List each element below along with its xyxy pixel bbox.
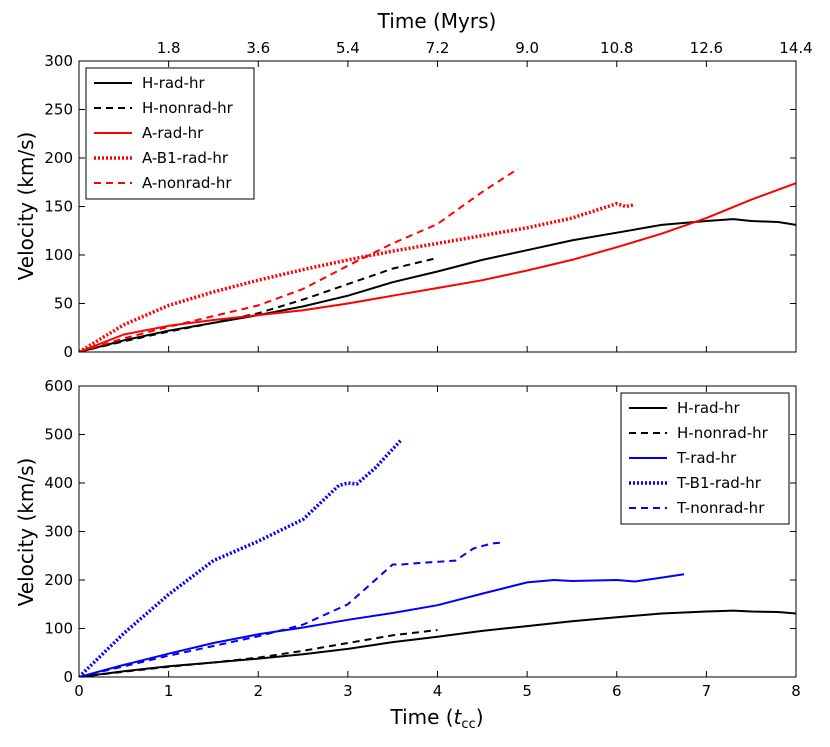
x-tick-label: 2 [253,682,263,700]
y-tick-label: 500 [44,426,73,444]
bottom-panel: 0 100 200 300 400 500 600 0 1 2 3 4 5 6 7 8 H-rad-hr H-no… [44,377,800,700]
legend-label-a-b1-rad-hr: A-B1-rad-hr [142,149,229,167]
x-tick-label: 0 [74,682,84,700]
y-tick-label: 250 [44,101,73,119]
series-line-a-rad-hr [79,182,796,352]
xlabel-close: ) [476,705,484,729]
legend-label-h-rad-hr: H-rad-hr [677,399,740,417]
series-line-a-nonrad-hr [79,167,519,352]
top-tick-label: 10.8 [600,39,633,57]
series-line-h-rad-hr [79,609,796,677]
bottom-ylabel: Velocity (km/s) [14,458,38,607]
top-tick-label: 3.6 [246,39,270,57]
xlabel-math: t [454,705,463,729]
x-tick-label: 5 [522,682,532,700]
legend-label-t-rad-hr: T-rad-hr [676,449,737,467]
y-tick-label: 200 [44,149,73,167]
y-tick-label: 400 [44,474,73,492]
bottom-xlabel: Time (tcc) [389,705,483,732]
x-tick-label: 4 [433,682,443,700]
xlabel-text: Time ( [389,705,453,729]
y-tick-label: 0 [63,668,73,686]
top-tick-label: 5.4 [336,39,360,57]
top-tick-label: 9.0 [515,39,539,57]
legend-label-h-nonrad-hr: H-nonrad-hr [677,424,769,442]
top-panel: 0 50 100 150 200 250 300 1.8 3.6 5.4 7.2 9.0 10.8 12.… [44,39,812,361]
series-line-h-nonrad-hr [79,256,438,352]
series-line-t-rad-hr [79,573,685,677]
top-tick-label: 1.8 [157,39,181,57]
legend-label-t-nonrad-hr: T-nonrad-hr [676,499,765,517]
x-tick-label: 8 [791,682,801,700]
y-tick-label: 100 [44,620,73,638]
top-tick-label: 7.2 [426,39,450,57]
xlabel-sub: cc [461,717,475,732]
y-tick-label: 600 [44,377,73,395]
x-tick-label: 6 [612,682,622,700]
top-axis-title: Time (Myrs) [377,9,497,33]
y-tick-label: 300 [44,52,73,70]
x-tick-label: 7 [702,682,712,700]
y-tick-label: 150 [44,198,73,216]
y-tick-label: 200 [44,571,73,589]
legend-label-a-rad-hr: A-rad-hr [142,124,204,142]
y-tick-label: 300 [44,523,73,541]
series-line-t-b1-rad-hr [79,438,403,677]
legend: H-rad-hr H-nonrad-hr T-rad-hr T-B1-rad-hr T-… [620,392,790,525]
x-tick-label: 3 [343,682,353,700]
y-tick-label: 0 [63,343,73,361]
series-line-t-nonrad-hr [79,541,505,677]
legend-label-a-nonrad-hr: A-nonrad-hr [142,174,232,192]
legend-label-t-b1-rad-hr: T-B1-rad-hr [676,474,762,492]
series-line-h-nonrad-hr [79,629,438,677]
legend: H-rad-hr H-nonrad-hr A-rad-hr A-B1-rad-hr A-… [85,67,255,200]
top-tick-label: 12.6 [690,39,723,57]
y-tick-label: 50 [54,295,73,313]
y-tick-label: 100 [44,246,73,264]
top-ylabel: Velocity (km/s) [14,132,38,281]
legend-label-h-rad-hr: H-rad-hr [142,74,205,92]
series-line-h-rad-hr [79,218,796,352]
legend-label-h-nonrad-hr: H-nonrad-hr [142,99,234,117]
x-tick-label: 1 [164,682,174,700]
top-tick-label: 14.4 [779,39,812,57]
series-line-a-b1-rad-hr [79,201,636,352]
